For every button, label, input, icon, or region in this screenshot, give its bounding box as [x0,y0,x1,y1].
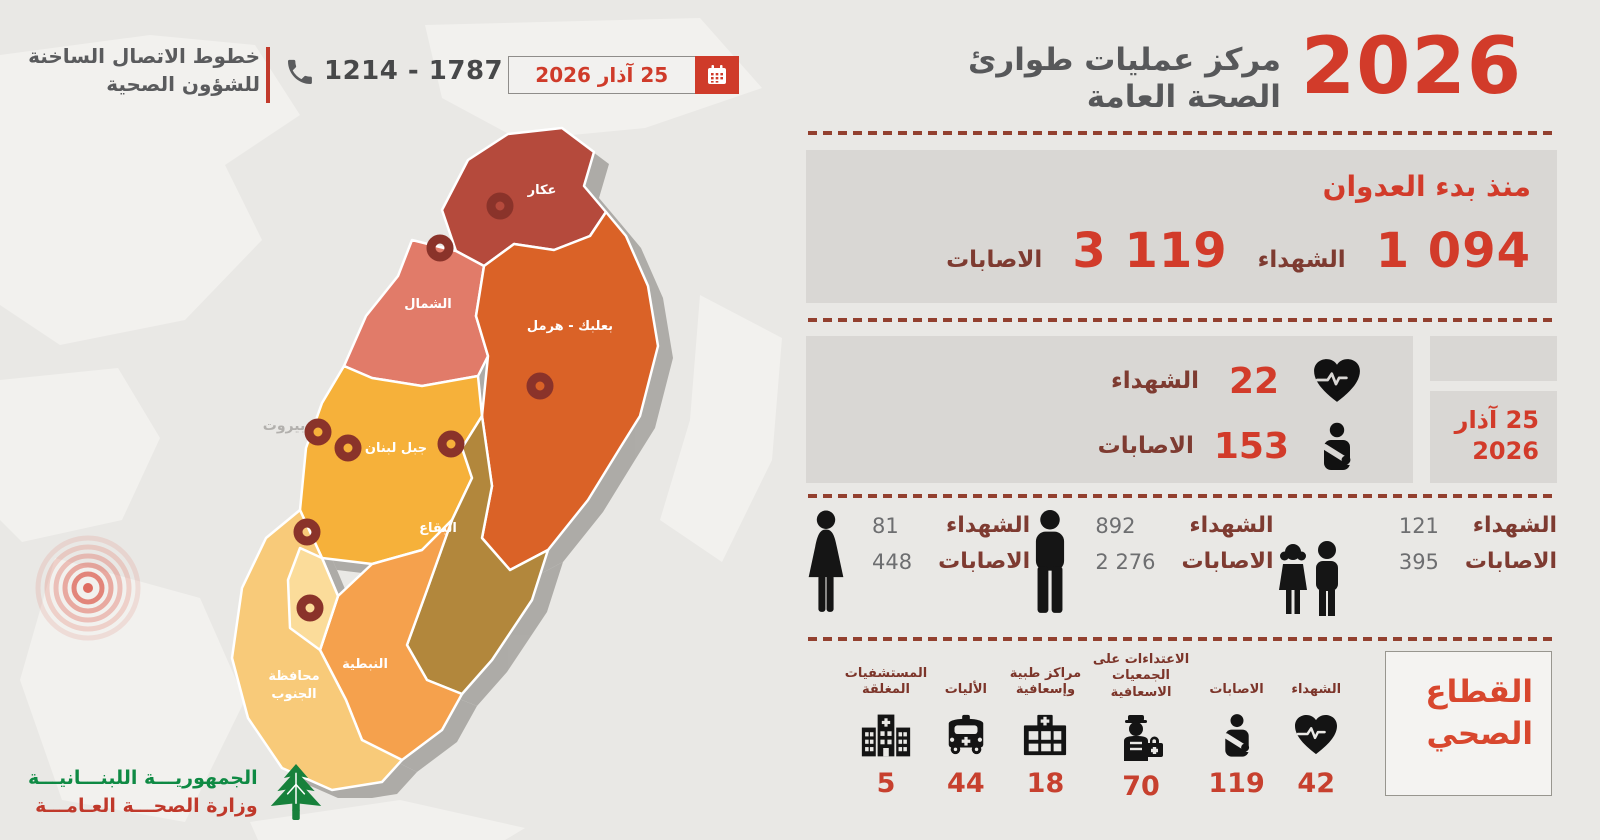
man-icon [1031,508,1069,614]
map-label-akkar: عكار [527,183,557,198]
hs-closed-hospitals: المستشفيات المغلقة 5 [844,652,928,800]
children-injuries-label: الاصابات [1464,549,1557,574]
health-sector-title-line2: الصحي [1426,715,1533,752]
hotline-title: خطوط الاتصال الساخنة للشؤون الصحية [28,44,260,96]
phone-icon [284,56,316,88]
ambulance-icon [943,702,989,768]
since-aggression-title: منذ بدء العدوان [1322,170,1531,203]
medical-center-icon [1022,702,1068,768]
cedar-icon [268,762,324,822]
hs-martyrs-label: الشهداء [1291,681,1342,697]
daily-martyrs-value: 22 [1228,360,1280,402]
hotline-numbers: 1214 - 1787 [324,56,504,86]
map-label-beirut: بيروت [263,418,305,434]
ministry-logo-line1: الجمهوريـــة اللبنـــانيـــة [28,766,258,789]
women-martyrs-label: الشهداء [945,513,1031,538]
men-martyrs-value: 892 [1095,513,1136,538]
ministry-logo-line2: وزارة الصحـــة العـامـــة [35,795,258,817]
children-injuries-value: 395 [1398,549,1439,574]
hs-medical-centers: مراكز طبية وإسعافية 18 [1006,652,1086,800]
side-empty-panel [1430,336,1557,381]
region-north [342,238,490,388]
hs-vehicles: الأليات 44 [926,652,1006,799]
hs-closed-hospitals-label: المستشفيات المغلقة [844,665,928,697]
since-martyrs-label: الشهداء [1257,247,1346,273]
daily-martyrs-label: الشهداء [1110,368,1199,394]
since-injuries-label: الاصابات [946,247,1043,273]
daily-panel: 22 الشهداء 153 الاصابات [806,336,1413,483]
health-sector-title-line1: القطاع [1425,674,1533,710]
hs-medical-centers-label: مراكز طبية وإسعافية [1009,665,1082,697]
daily-injuries-value: 153 [1213,425,1289,467]
health-sector-row: الشهداء 42 الاصابات 119 الاعتداءات على ا… [844,652,1356,802]
hs-injuries-label: الاصابات [1209,681,1264,697]
daily-date-line1: 25 آذار [1454,406,1539,434]
hs-injuries-value: 119 [1208,768,1265,799]
women-martyrs-value: 81 [872,513,899,538]
hs-attacks-value: 70 [1122,770,1160,802]
demographics-men: الشهداء الاصابات 892 2 276 [1031,508,1274,614]
since-martyrs-value: 1 094 [1375,223,1531,279]
hs-attacks-label: الاعتداءات على الجمعيات الاسعافية [1092,652,1190,700]
children-icon [1275,508,1347,618]
date-badge-text: 25 آذار 2026 [535,63,669,87]
women-injuries-value: 448 [872,549,913,574]
page-title: مركز عمليات طوارئ الصحة العامة 2026 [968,28,1522,115]
map-label-mount-lebanon: جبل لبنان [365,441,427,456]
divider [808,131,1558,135]
map-label-south-line1: محافظة [268,669,319,684]
woman-icon [806,508,846,614]
strike-marker-icons [293,192,554,622]
map-label-south-line2: الجنوب [271,687,316,702]
ministry-logo: الجمهوريـــة اللبنـــانيـــة وزارة الصحـ… [28,762,324,822]
men-martyrs-label: الشهداء [1189,513,1274,538]
calendar-icon [694,56,739,94]
closed-hospital-icon [860,702,912,768]
hs-martyrs-value: 42 [1297,768,1335,799]
divider [808,637,1558,641]
map-label-nabatieh: النبطية [342,657,388,672]
map-label-north: الشمال [404,297,451,312]
injured-person-icon [1309,421,1365,471]
hs-closed-hospitals-value: 5 [876,768,896,799]
hs-martyrs: الشهداء 42 [1276,652,1356,799]
title-line2: الصحة العامة [1086,78,1281,115]
hs-vehicles-label: الأليات [944,681,987,697]
hs-medical-centers-value: 18 [1026,768,1065,799]
map-label-baalbek-hermel: بعلبك - هرمل [527,319,613,334]
daily-injuries-label: الاصابات [1097,433,1194,459]
men-injuries-value: 2 276 [1095,549,1156,574]
map-label-bekaa: البقاع [419,521,457,536]
title-line1: مركز عمليات طوارئ [967,42,1281,78]
date-badge: 25 آذار 2026 [508,56,739,94]
demographics-women: الشهداء الاصابات 81 448 [806,508,1030,614]
demographics-row: الشهداء الاصابات 121 395 الشهداء الاصابا… [806,508,1557,630]
children-martyrs-value: 121 [1398,513,1439,538]
divider [808,494,1558,498]
strike-ripple-icon [35,535,141,641]
daily-date-panel: 25 آذار 2026 [1430,391,1557,483]
divider [266,47,270,103]
children-martyrs-label: الشهداء [1472,513,1557,538]
hs-injuries: الاصابات 119 [1197,652,1277,799]
title-year: 2026 [1300,22,1522,112]
region-baalbek-hermel [474,210,660,572]
women-injuries-label: الاصابات [938,549,1031,574]
daily-date-line2: 2026 [1472,437,1539,466]
heart-pulse-icon [1293,702,1339,768]
divider [808,318,1558,322]
hs-attacks-ambulance-assoc: الاعتداءات على الجمعيات الاسعافية 70 [1085,652,1196,802]
since-aggression-panel: منذ بدء العدوان 1 094 الشهداء 3 119 الاص… [806,150,1557,303]
health-sector-title-box: القطاع الصحي [1385,651,1552,796]
hs-vehicles-value: 44 [947,768,985,799]
since-injuries-value: 3 119 [1072,223,1228,279]
heart-pulse-icon [1309,358,1365,404]
lebanon-map: عكار الشمال بعلبك - هرمل جبل لبنان البقا… [230,126,673,798]
demographics-children: الشهداء الاصابات 121 395 [1275,508,1557,618]
men-injuries-label: الاصابات [1181,549,1274,574]
paramedic-icon [1116,705,1166,771]
injured-person-icon [1219,702,1255,768]
